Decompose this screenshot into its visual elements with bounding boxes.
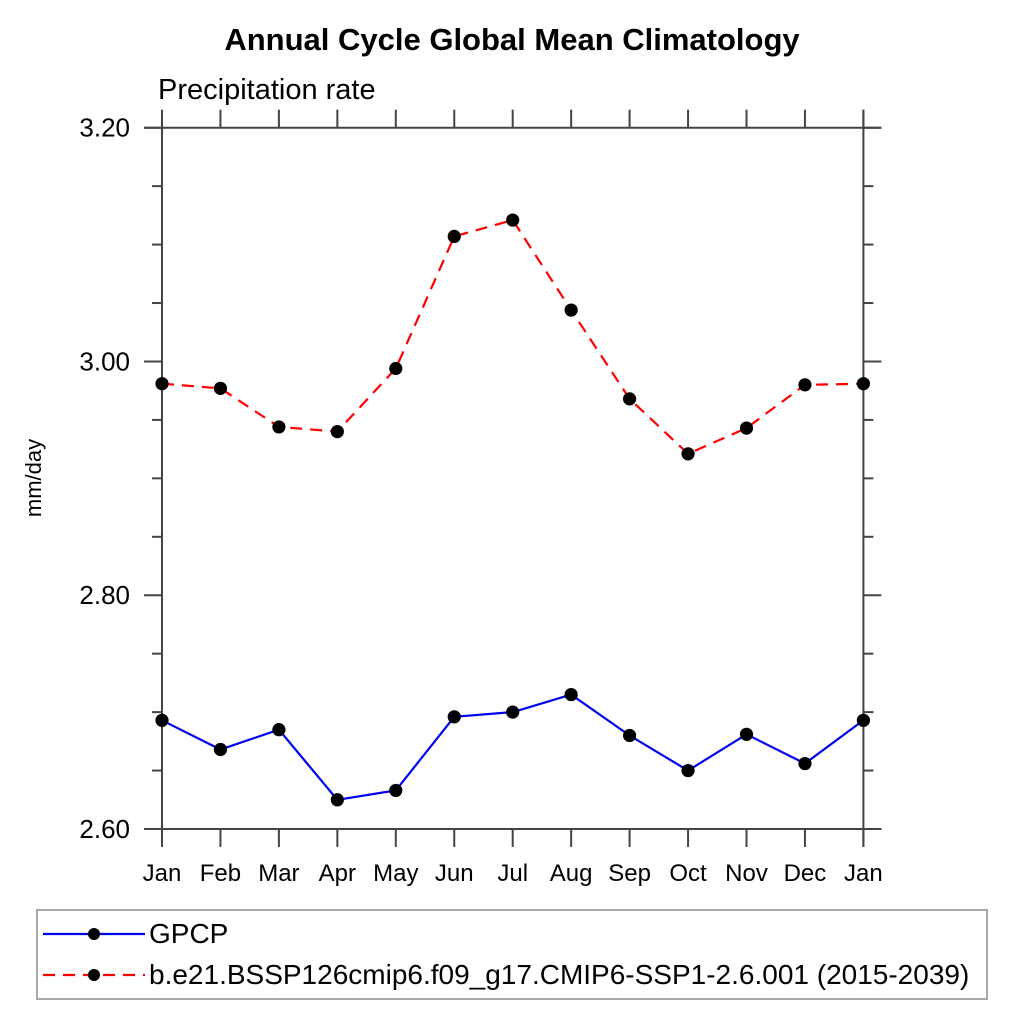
y-tick-label: 2.80: [79, 580, 130, 610]
legend-item-gpcp: GPCP: [40, 914, 986, 954]
legend-item-model: b.e21.BSSP126cmip6.f09_g17.CMIP6-SSP1-2.…: [40, 955, 986, 995]
data-point-s0: [564, 687, 578, 702]
x-tick-label: Apr: [319, 860, 356, 887]
data-point-s1: [564, 303, 578, 317]
x-tick-label: Jun: [435, 860, 474, 887]
x-tick-label: Aug: [550, 860, 593, 887]
data-point-s1: [506, 213, 520, 227]
data-point-s0: [506, 705, 520, 719]
chart-subtitle: Precipitation rate: [158, 74, 376, 106]
y-axis-title: mm/day: [21, 439, 46, 517]
legend: GPCP b.e21.BSSP126cmip6.f09_g17.CMIP6-SS…: [36, 909, 988, 1000]
data-point-s0: [856, 713, 871, 727]
data-point-s0: [272, 723, 286, 737]
x-tick-label: Jan: [143, 860, 182, 887]
y-tick-label: 3.00: [79, 346, 130, 376]
x-tick-label: Nov: [725, 860, 768, 887]
data-point-s1: [447, 229, 461, 244]
x-tick-label: Oct: [669, 860, 707, 887]
data-point-s0: [213, 742, 228, 757]
x-tick-label: May: [373, 860, 418, 887]
data-point-s1: [272, 420, 286, 434]
data-point-s0: [155, 713, 169, 727]
x-tick-label: Feb: [200, 860, 241, 887]
series-line-1: [161, 218, 864, 456]
legend-line-sample-dashed: [43, 969, 145, 982]
data-point-s1: [681, 447, 695, 461]
x-tick-label: Mar: [258, 860, 299, 887]
data-point-s0: [330, 793, 344, 807]
data-point-s1: [330, 424, 344, 439]
data-point-s0: [389, 783, 403, 798]
y-tick-label: 2.60: [79, 814, 130, 844]
x-tick-label: Jan: [844, 860, 883, 887]
x-tick-label: Dec: [784, 860, 827, 887]
y-tick-label: 3.20: [79, 113, 130, 143]
data-point-s1: [623, 392, 637, 406]
data-point-s0: [623, 728, 637, 743]
data-point-s0: [447, 710, 461, 724]
data-point-s1: [798, 378, 812, 392]
data-point-s1: [213, 381, 228, 395]
data-point-s0: [798, 756, 812, 771]
data-point-s1: [155, 377, 169, 391]
x-tick-label: Sep: [608, 860, 651, 887]
data-point-s1: [856, 377, 871, 391]
data-point-s1: [739, 421, 754, 435]
legend-line-sample-solid: [43, 927, 145, 940]
data-point-s0: [681, 763, 695, 778]
x-tick-label: Jul: [497, 860, 528, 887]
data-point-s0: [739, 727, 754, 741]
legend-label-gpcp: GPCP: [149, 917, 229, 949]
data-point-s1: [389, 361, 403, 376]
chart-title: Annual Cycle Global Mean Climatology: [224, 22, 800, 57]
legend-label-model: b.e21.BSSP126cmip6.f09_g17.CMIP6-SSP1-2.…: [149, 959, 970, 991]
